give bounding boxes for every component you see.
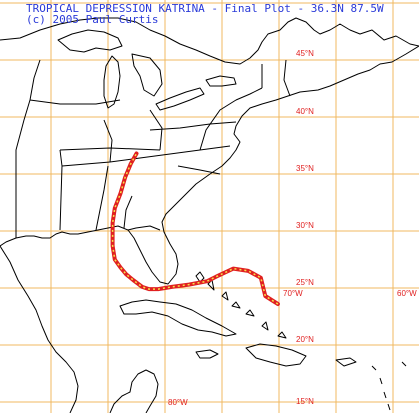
lon-label-70: 70°W: [283, 289, 303, 298]
lat-label-25: 25°N: [296, 278, 314, 287]
lake-erie: [155, 87, 205, 111]
gulf-coast-mexico: [0, 245, 79, 413]
lat-label-35: 35°N: [296, 164, 314, 173]
storm-track-line: [110, 151, 280, 306]
lake-michigan: [103, 55, 121, 109]
east-coast: [0, 45, 419, 285]
lon-label-80: 80°W: [168, 398, 188, 407]
jamaica: [195, 349, 219, 359]
lake-superior: [57, 29, 123, 53]
lon-label-60: 60°W: [397, 289, 417, 298]
state-borders: [15, 59, 291, 238]
lake-ontario: [205, 75, 237, 87]
bahamas: [195, 271, 287, 339]
caribbean-islands: [371, 361, 407, 411]
cuba: [119, 299, 237, 337]
lat-label-30: 30°N: [296, 221, 314, 230]
hispaniola: [245, 343, 307, 367]
lat-label-40: 40°N: [296, 107, 314, 116]
coastlines: [0, 17, 419, 413]
storm-track-dashes: [111, 153, 279, 305]
lat-label-15: 15°N: [296, 397, 314, 406]
map-title: TROPICAL DEPRESSION KATRINA - Final Plot…: [26, 2, 384, 26]
grid-labels: 45°N 40°N 35°N 30°N 25°N 20°N 15°N 70°W …: [168, 49, 417, 407]
lat-label-20: 20°N: [296, 335, 314, 344]
lat-label-45: 45°N: [296, 49, 314, 58]
great-lakes-border: [0, 17, 419, 65]
title-line-1: TROPICAL DEPRESSION KATRINA - Final Plot…: [26, 2, 384, 15]
yucatan: [109, 369, 159, 413]
lake-huron: [131, 53, 163, 97]
title-line-2: (c) 2005 Paul Curtis: [26, 13, 158, 26]
storm-track: [110, 151, 280, 306]
puerto-rico: [335, 357, 357, 367]
